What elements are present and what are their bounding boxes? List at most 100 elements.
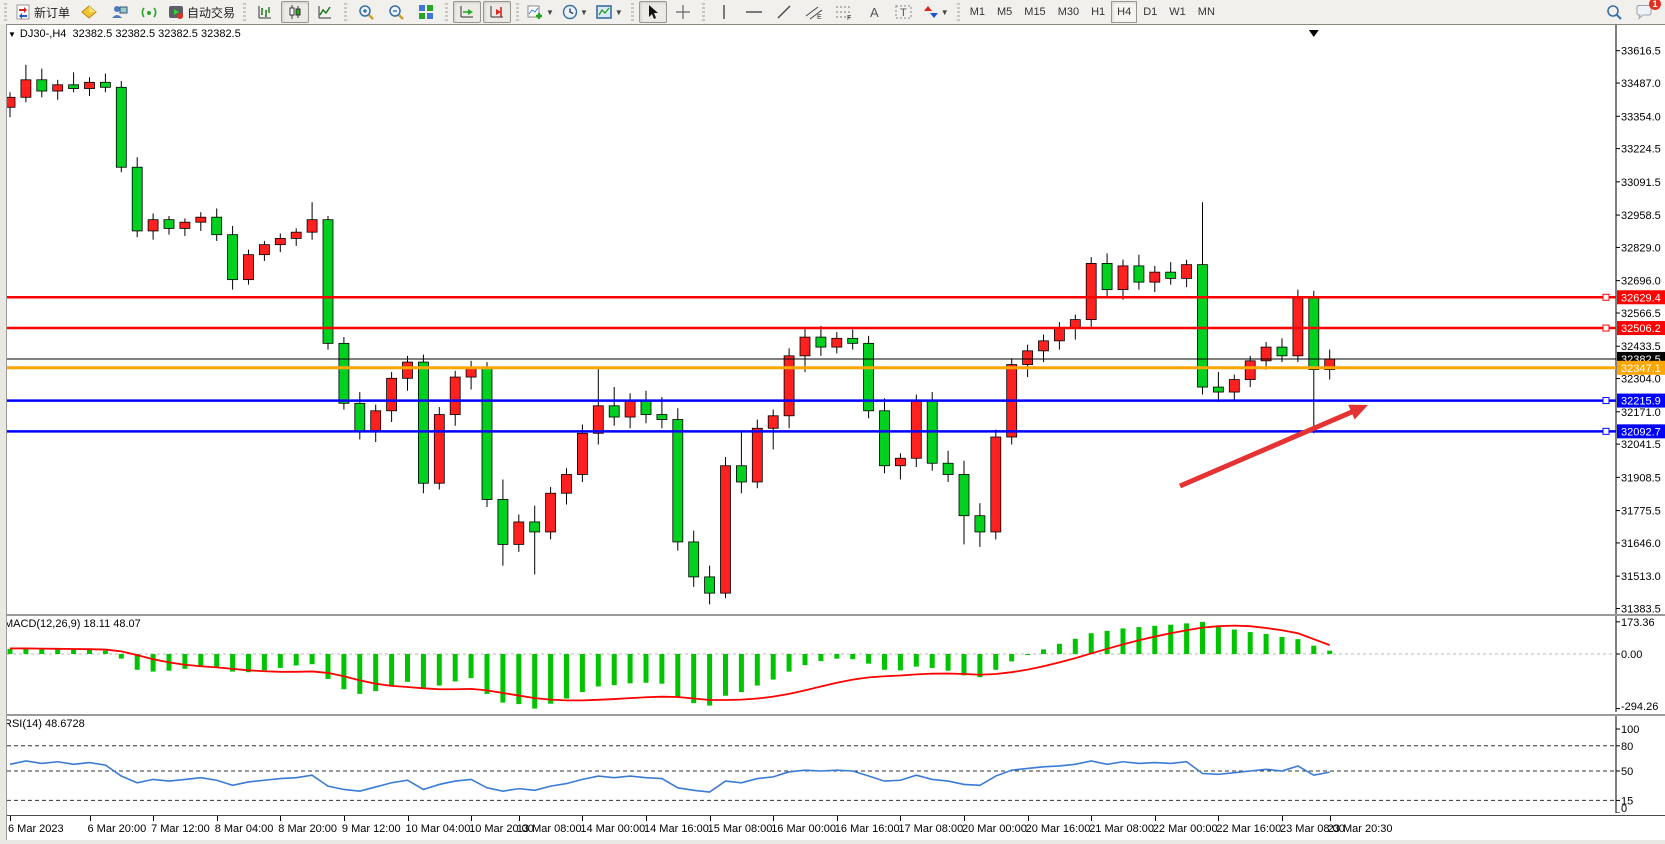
toolbar-grip[interactable]: [443, 3, 451, 21]
svg-text:E: E: [817, 14, 822, 20]
time-label: 10 Mar 20:00: [469, 823, 534, 835]
timeframe-button-mn[interactable]: MN: [1197, 6, 1215, 18]
market-watch-button[interactable]: [75, 1, 103, 23]
vertical-line-button[interactable]: [710, 1, 738, 23]
new-order-label: 新订单: [34, 5, 71, 20]
time-tick: [1027, 816, 1029, 821]
time-tick: [89, 816, 91, 821]
toolbar-grip[interactable]: [241, 3, 249, 21]
time-tick: [10, 816, 11, 821]
time-label: 17 Mar 08:00: [898, 823, 964, 835]
time-tick: [773, 816, 775, 821]
line-chart-icon: [317, 4, 333, 20]
channel-icon: E: [805, 4, 823, 20]
svg-text:32566.5: 32566.5: [1621, 308, 1661, 320]
svg-text:32092.7: 32092.7: [1621, 426, 1661, 438]
main-chart-canvas[interactable]: 33616.5 33487.0 33354.0 33224.5 33091.5 32958…: [0, 25, 1665, 614]
line-chart-button[interactable]: [311, 1, 339, 23]
autotrade-icon: [168, 4, 184, 20]
svg-text:-294.26: -294.26: [1621, 701, 1658, 712]
chart-symbol-label: DJ30-,H4: [19, 28, 67, 40]
timeframe-group: M1 M5 M15 M30 H1 H4 D1 W1 MN: [964, 1, 1221, 23]
arrows-button[interactable]: ▼: [920, 1, 952, 23]
time-label: 23 Mar 20:30: [1327, 823, 1393, 835]
channel-button[interactable]: E: [800, 1, 828, 23]
svg-text:32629.4: 32629.4: [1621, 292, 1661, 304]
autotrade-button[interactable]: 自动交易: [165, 1, 238, 23]
add-indicator-icon: [527, 4, 544, 20]
trendline-icon: [776, 4, 792, 20]
horizontal-line-button[interactable]: [740, 1, 768, 23]
time-tick: [518, 816, 520, 821]
time-label: 10 Mar 04:00: [405, 823, 471, 835]
cursor-button[interactable]: [638, 1, 667, 23]
time-axis[interactable]: 6 Mar 2023 6 Mar 20:00 7 Mar 12:00 8 Mar 04…: [0, 815, 1665, 844]
search-icon: [1606, 4, 1623, 21]
zoom-in-button[interactable]: [352, 1, 380, 23]
svg-text:15: 15: [1621, 795, 1633, 807]
svg-text:A: A: [870, 5, 879, 20]
time-label: 21 Mar 08:00: [1089, 823, 1155, 835]
timeframe-button-m1[interactable]: M1: [969, 6, 985, 18]
time-tick: [582, 816, 584, 821]
time-label: 9 Mar 12:00: [341, 823, 401, 835]
tile-windows-button[interactable]: [412, 1, 440, 23]
trendline-button[interactable]: [770, 1, 798, 23]
toolbar-grip[interactable]: [514, 3, 522, 21]
time-tick: [836, 816, 838, 821]
text-button[interactable]: A: [860, 1, 888, 23]
crosshair-button[interactable]: [669, 1, 697, 23]
time-label: 8 Mar 04:00: [214, 823, 274, 835]
macd-canvas[interactable]: 173.36 0.00 -294.26: [0, 616, 1665, 712]
rsi-canvas[interactable]: 100 80 50 150: [0, 716, 1665, 813]
time-tick: [964, 816, 965, 821]
cursor-icon: [646, 4, 660, 20]
time-label: 20 Mar 16:00: [1025, 823, 1091, 835]
search-button[interactable]: [1600, 1, 1628, 23]
rsi-label: RSI(14) 48.6728: [4, 718, 85, 730]
indicators-button[interactable]: ▼: [524, 1, 557, 23]
timeframe-button-m30[interactable]: M30: [1057, 6, 1080, 18]
time-label: 8 Mar 20:00: [278, 823, 337, 835]
toolbar-grip[interactable]: [699, 3, 707, 21]
signals-button[interactable]: [135, 1, 163, 23]
signal-icon: [140, 4, 158, 20]
notifications-button[interactable]: 1: [1630, 0, 1661, 23]
bar-chart-button[interactable]: [251, 1, 279, 23]
chart-menu-icon[interactable]: ▼: [8, 30, 16, 39]
user-icon: [110, 4, 128, 20]
svg-text:33354.0: 33354.0: [1621, 111, 1661, 123]
timeframe-button-d1[interactable]: D1: [1143, 6, 1158, 18]
text-icon: A: [867, 4, 881, 20]
time-tick: [709, 816, 711, 821]
periods-button[interactable]: ▼: [559, 1, 591, 23]
text-label-button[interactable]: T: [890, 1, 918, 23]
timeframe-button-h1[interactable]: H1: [1091, 6, 1106, 18]
toolbar-grip[interactable]: [954, 3, 962, 21]
toolbar-grip[interactable]: [628, 3, 636, 21]
timeframe-button-h4[interactable]: H4: [1111, 1, 1138, 23]
toolbar-grip[interactable]: [342, 3, 350, 21]
text-label-icon: T: [895, 4, 913, 20]
candlestick-chart-button[interactable]: [281, 1, 310, 23]
main-toolbar: 新订单 自动交易: [0, 0, 1665, 25]
zoom-out-button[interactable]: [382, 1, 410, 23]
vertical-line-icon: [718, 4, 730, 20]
chart-shift-button[interactable]: [483, 1, 512, 23]
dropdown-caret: ▼: [614, 7, 623, 17]
auto-scroll-button[interactable]: [453, 1, 482, 23]
svg-text:32304.0: 32304.0: [1621, 374, 1661, 386]
timeframe-button-m5[interactable]: M5: [997, 6, 1013, 18]
new-order-button[interactable]: 新订单: [12, 1, 73, 23]
time-label: 15 Mar 08:00: [707, 823, 773, 835]
fibonacci-button[interactable]: F: [830, 1, 858, 23]
accounts-button[interactable]: [105, 1, 133, 23]
timeframe-button-w1[interactable]: W1: [1169, 6, 1186, 18]
chart-shift-icon: [489, 4, 505, 20]
time-tick: [471, 816, 473, 821]
svg-text:31383.5: 31383.5: [1621, 604, 1661, 614]
templates-button[interactable]: ▼: [593, 1, 626, 23]
toolbar-grip[interactable]: [2, 3, 9, 21]
timeframe-button-m15[interactable]: M15: [1024, 6, 1046, 18]
new-order-icon: [15, 4, 31, 20]
